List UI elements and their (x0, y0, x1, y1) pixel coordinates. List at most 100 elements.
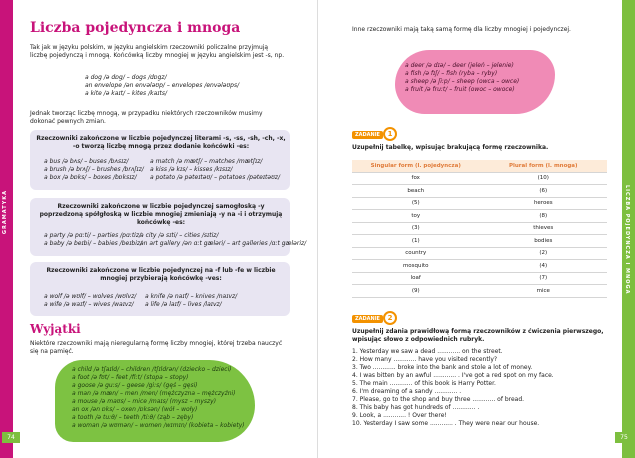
table-row: mosquito (4) (352, 260, 607, 273)
table-row: (3) thieves (352, 223, 607, 235)
rule-box (30, 130, 290, 190)
table-cell: thieves (533, 225, 554, 232)
rule: Rzeczowniki zakończone w liczbie pojedyn… (36, 135, 286, 150)
example: a wife /ə waɪf/ – wives /waɪvz/ (44, 301, 134, 308)
sentence: 3. Two ............ broke into the bank … (352, 364, 533, 371)
task-number: 2 (383, 311, 397, 325)
task-label: ZADANIE (352, 131, 383, 139)
table-cell: (5) (411, 200, 420, 207)
table-cell: fox (411, 175, 420, 182)
task-label: ZADANIE (352, 315, 383, 323)
task-number: 1 (383, 127, 397, 141)
table-row: loaf (7) (352, 273, 607, 285)
example: a box /ə bɒks/ – boxes /bɒksɪz/ (44, 174, 137, 181)
table-cell: (6) (539, 187, 548, 194)
exception: an ox /ən ɒks/ – oxen /ɒksən/ (wół – woł… (72, 406, 198, 413)
example: a baby /ə beɪbi/ – babies /beɪbiz/ (44, 240, 143, 247)
sentences: 1. Yesterday we saw a dead ............ … (352, 348, 554, 428)
page-number: 75 (615, 432, 633, 443)
examples: a knife /ə naɪf/ – knives /naɪvz/a life … (145, 293, 237, 309)
table-header: Singular form (l. pojedyncza) Plural for… (352, 160, 607, 173)
sentence: 4. I was bitten by an awful ............… (352, 372, 554, 379)
rule-box (30, 262, 290, 316)
table-cell: toy (411, 212, 421, 219)
same-form-list: a deer /ə dɪə/ – deer (jeleń – jelenie) a… (405, 62, 519, 94)
section-label: GRAMATYKA (2, 190, 8, 235)
rule: Rzeczowniki zakończone w liczbie pojedyn… (46, 267, 276, 282)
pink-blob (395, 50, 555, 114)
exception: a foot /ə fʊt/ – feet /fiːt/ (stopa – st… (72, 374, 189, 381)
example: an envelope /ən envələʊp/ – envelopes /e… (85, 82, 240, 89)
example: an art gallery /ən ɑːt gæləri/ – art gal… (140, 240, 307, 247)
table-cell: (4) (539, 262, 548, 269)
intro: Tak jak w języku polskim, w języku angie… (30, 44, 285, 59)
right-strip (622, 0, 635, 458)
header-cell: Plural form (l. mnoga) (508, 162, 578, 169)
example: a fish /ə fɪʃ/ – fish (ryba – ryby) (405, 70, 498, 77)
example: a brush /ə brʌʃ/ – brushes /brʌʃɪz/ (44, 166, 144, 173)
sentence: 2. How many ............ have you visite… (352, 356, 498, 363)
rule: Rzeczowniki zakończone w liczbie pojedyn… (39, 203, 283, 226)
left-strip (0, 0, 13, 458)
example: a dog /ə dɒg/ – dogs /dɒgz/ (85, 74, 167, 81)
exception: a tooth /ə tuːθ/ – teeth /tiːθ/ (ząb – z… (72, 414, 194, 421)
table-cell: (2) (539, 250, 548, 257)
sentence: 6. I'm dreaming of a sandy ............ … (352, 388, 462, 395)
sentence: 10. Yesterday I saw some ............ . … (352, 420, 540, 427)
exception: a child /ə tʃaɪld/ – children /tʃɪldrən/… (72, 366, 232, 373)
example: a fruit /ə fruːt/ – fruit (owoc – owoce) (405, 86, 515, 93)
table-row: (5) heroes (352, 198, 607, 210)
heading: Wyjątki (30, 322, 81, 336)
table: Singular form (l. pojedyncza) Plural for… (352, 160, 607, 298)
table-cell: (3) (411, 225, 420, 232)
section-label: LICZBA POJEDYNCZA I MNOGA (624, 185, 630, 295)
example: a wolf /ə wʊlf/ – wolves /wʊlvz/ (44, 293, 137, 300)
example: a kite /ə kaɪt/ – kites /kaɪts/ (85, 90, 167, 97)
example: a kiss /ə kɪs/ – kisses /kɪsɪz/ (150, 166, 233, 173)
table-cell: bodies (534, 237, 553, 244)
sentence: 1. Yesterday we saw a dead ............ … (352, 348, 503, 355)
examples: a match /ə mætʃ/ – matches /mætʃɪz/a kis… (150, 158, 280, 182)
examples: a party /ə pɑːti/ – parties /pɑːtiz/a ba… (44, 232, 142, 248)
gutter (317, 0, 318, 458)
sentence: 7. Please, go to the shop and buy three … (352, 396, 525, 403)
example: a city /ə sɪti/ – cities /sɪtiz/ (140, 232, 219, 239)
sentence: 8. This baby has got hundreds of .......… (352, 404, 480, 411)
green-blob (55, 360, 255, 442)
example: a deer /ə dɪə/ – deer (jeleń – jelenie) (405, 62, 514, 69)
example: a sheep /ə ʃiːp/ – sheep (owca – owce) (405, 78, 520, 85)
paragraph: Niektóre rzeczowniki mają nieregularną f… (30, 340, 283, 355)
example: a match /ə mætʃ/ – matches /mætʃɪz/ (150, 158, 263, 165)
example: a life /ə laɪf/ – lives /laɪvz/ (145, 301, 222, 308)
table-row: toy (8) (352, 210, 607, 223)
title: Liczba pojedyncza i mnoga (30, 20, 241, 36)
header-cell: Singular form (l. pojedyncza) (370, 162, 461, 169)
table-cell: mice (536, 287, 550, 294)
example: a knife /ə naɪf/ – knives /naɪvz/ (145, 293, 238, 300)
examples: a city /ə sɪti/ – cities /sɪtiz/an art g… (140, 232, 306, 248)
exception: a woman /ə wʊmən/ – women /wɪmɪn/ (kobie… (72, 422, 245, 429)
instruction: Uzupełnij tabelkę, wpisując brakującą fo… (352, 144, 549, 151)
examples: a dog /ə dɒg/ – dogs /dɒgz/an envelope /… (85, 74, 239, 98)
table-cell: beach (407, 187, 425, 194)
table-row: (1) bodies (352, 235, 607, 248)
table-row: fox (10) (352, 173, 607, 185)
table-row: (9) mice (352, 285, 607, 298)
sentence: 5. The main ............ of this book is… (352, 380, 496, 387)
table-cell: (9) (411, 287, 420, 294)
exceptions-list: a child /ə tʃaɪld/ – children /tʃɪldrən/… (72, 366, 245, 430)
exception: a goose /ə guːs/ – geese /giːs/ (gęś – g… (72, 382, 198, 389)
examples: a wolf /ə wʊlf/ – wolves /wʊlvz/a wife /… (44, 293, 136, 309)
examples: a bus /ə bʌs/ – buses /bʌsɪz/a brush /ə … (44, 158, 144, 182)
paragraph: Inne rzeczowniki mają taką samą formę dl… (352, 26, 571, 33)
table-cell: heroes (533, 200, 553, 207)
page-number: 74 (2, 432, 20, 443)
table-cell: mosquito (402, 262, 429, 269)
paragraph: Jednak tworząc liczbę mnogą, w przypadku… (30, 110, 263, 125)
table-row: country (2) (352, 248, 607, 260)
example: a party /ə pɑːti/ – parties /pɑːtiz/ (44, 232, 142, 239)
table-cell: loaf (410, 275, 421, 282)
instruction: Uzupełnij zdania prawidłową formą rzeczo… (352, 328, 604, 343)
table-cell: (10) (537, 175, 549, 182)
